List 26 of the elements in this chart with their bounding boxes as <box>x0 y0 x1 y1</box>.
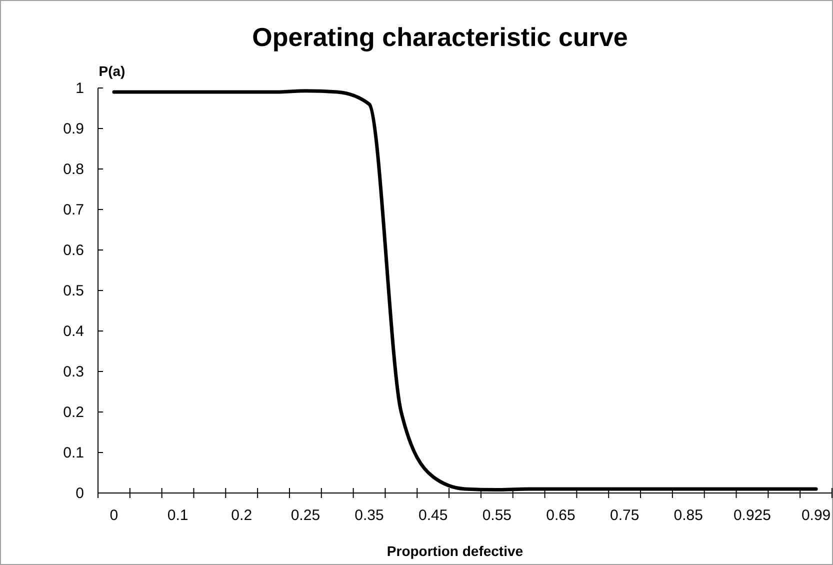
chart-title: Operating characteristic curve <box>252 22 628 52</box>
y-tick-label: 0.3 <box>63 363 84 380</box>
y-tick-label: 0 <box>76 484 84 502</box>
x-tick-label: 0.85 <box>674 507 703 524</box>
x-tick-label: 0.75 <box>610 507 640 524</box>
y-tick-label: 0.8 <box>63 160 84 178</box>
y-tick-label: 0.5 <box>63 282 84 300</box>
y-axis-title: P(a) <box>98 63 126 79</box>
y-tick-label: 1 <box>76 80 84 97</box>
x-tick-label: 0.99 <box>801 507 831 524</box>
y-tick-label: 0.6 <box>63 242 84 259</box>
x-tick-label: 0.25 <box>290 507 320 524</box>
x-tick-label: 0.65 <box>546 507 576 524</box>
x-tick-label: 0.2 <box>231 507 252 524</box>
x-tick-label: 0 <box>110 507 118 524</box>
x-tick-label: 0.35 <box>354 507 384 524</box>
y-tick-label: 0.4 <box>63 322 84 340</box>
x-tick-label: 0.45 <box>418 507 448 524</box>
x-axis-title: Proportion defective <box>386 543 524 559</box>
y-tick-label: 0.2 <box>63 404 84 421</box>
x-tick-label: 0.1 <box>167 507 188 524</box>
y-tick-label: 0.9 <box>63 120 84 138</box>
y-tick-label: 0.7 <box>63 201 84 218</box>
x-tick-label: 0.55 <box>482 507 512 524</box>
y-tick-label: 0.1 <box>63 444 84 462</box>
x-tick-label: 0.925 <box>733 507 771 524</box>
